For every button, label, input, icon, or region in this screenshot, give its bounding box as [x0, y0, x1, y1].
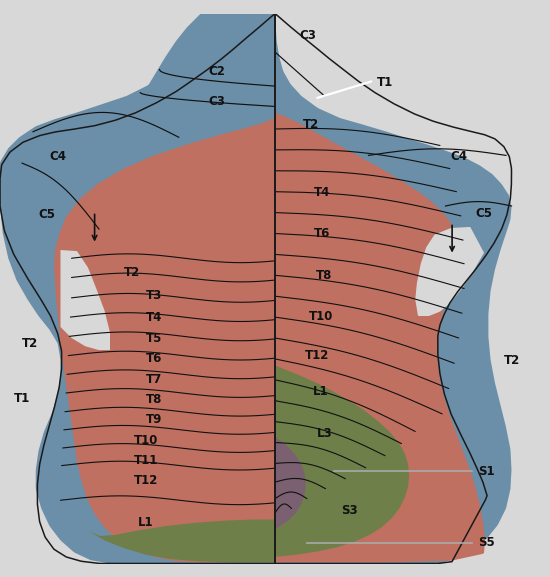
- Text: C5: C5: [476, 207, 492, 220]
- Text: T10: T10: [309, 309, 333, 323]
- Text: T6: T6: [314, 227, 330, 240]
- Text: T1: T1: [377, 76, 393, 89]
- Polygon shape: [415, 227, 484, 316]
- Polygon shape: [275, 13, 512, 564]
- Text: L1: L1: [313, 385, 328, 398]
- Text: T2: T2: [124, 265, 140, 279]
- Text: T7: T7: [146, 373, 162, 386]
- Text: T2: T2: [503, 354, 520, 366]
- Text: T4: T4: [146, 310, 162, 324]
- Text: T8: T8: [316, 269, 333, 282]
- Polygon shape: [275, 113, 485, 563]
- Text: T11: T11: [134, 454, 158, 467]
- Text: C3: C3: [209, 95, 226, 108]
- Polygon shape: [275, 365, 409, 557]
- Text: C5: C5: [39, 208, 55, 221]
- Text: L3: L3: [317, 426, 332, 440]
- Text: S5: S5: [478, 536, 495, 549]
- Text: C4: C4: [451, 150, 468, 163]
- Text: S1: S1: [478, 464, 495, 478]
- Text: T6: T6: [146, 353, 162, 365]
- Text: T3: T3: [146, 289, 162, 302]
- Polygon shape: [0, 13, 275, 564]
- Text: S3: S3: [341, 504, 358, 516]
- Polygon shape: [88, 519, 275, 563]
- Text: T12: T12: [305, 349, 329, 362]
- Text: T12: T12: [134, 474, 158, 488]
- Text: T9: T9: [146, 414, 162, 426]
- Text: T2: T2: [302, 118, 319, 131]
- Text: C4: C4: [50, 150, 66, 163]
- Text: C3: C3: [300, 29, 316, 42]
- Text: T4: T4: [314, 186, 330, 199]
- Text: C2: C2: [209, 65, 226, 78]
- Polygon shape: [60, 250, 110, 350]
- Polygon shape: [275, 437, 306, 529]
- Text: T8: T8: [146, 393, 162, 406]
- Text: T10: T10: [134, 434, 158, 447]
- Text: L1: L1: [138, 516, 153, 529]
- Polygon shape: [54, 118, 275, 563]
- Text: T2: T2: [22, 337, 38, 350]
- Text: T1: T1: [14, 392, 30, 405]
- Text: T5: T5: [146, 332, 162, 344]
